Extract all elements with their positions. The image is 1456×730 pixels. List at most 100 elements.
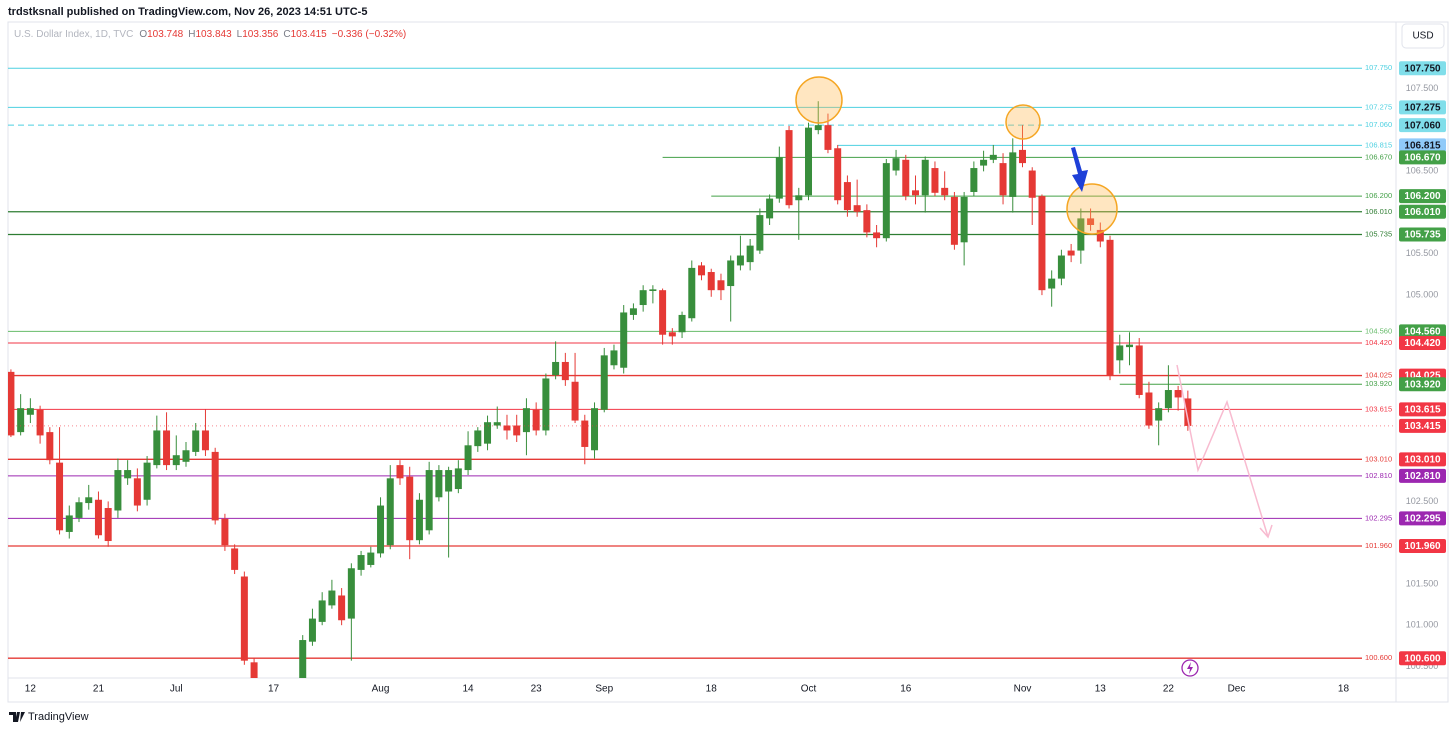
candle-body — [1096, 229, 1104, 242]
level-price-box — [1399, 402, 1446, 417]
level-small-label: 101.960 — [1365, 541, 1392, 550]
candle-body — [620, 312, 628, 368]
candle-body — [1067, 250, 1075, 256]
candle-body — [425, 470, 433, 531]
y-tick-label: 101.000 — [1406, 620, 1439, 630]
event-icon-bolt — [1187, 662, 1193, 674]
candle-body — [610, 350, 618, 366]
candle-body — [85, 497, 93, 504]
candle-body — [435, 470, 443, 498]
candle-body — [1028, 170, 1036, 198]
candle-body — [328, 590, 336, 606]
close-label: C — [283, 29, 290, 40]
level-price-label: 102.810 — [1404, 471, 1441, 482]
candle-body — [1057, 255, 1065, 279]
candle-body — [649, 289, 657, 292]
candle-body — [406, 476, 414, 541]
candle-body — [727, 260, 735, 287]
level-small-label: 104.025 — [1365, 371, 1392, 380]
x-tick-label: Nov — [1014, 684, 1032, 695]
level-price-label: 106.670 — [1404, 152, 1441, 163]
symbol: U.S. Dollar Index, 1D, TVC — [14, 29, 133, 40]
candle-body — [153, 430, 161, 466]
level-price-label: 105.735 — [1404, 230, 1441, 241]
chart-frame — [7, 21, 1449, 703]
candle-body — [824, 125, 832, 150]
candle-body — [805, 127, 813, 196]
x-tick-label: 12 — [25, 684, 37, 695]
candle-body — [445, 470, 453, 492]
candle-body — [182, 450, 190, 462]
candle-body — [396, 465, 404, 479]
candle-body — [1087, 218, 1095, 225]
currency-button[interactable] — [1401, 23, 1445, 49]
level-small-label: 105.735 — [1365, 229, 1392, 238]
candle-body — [133, 478, 141, 506]
level-price-box — [1399, 150, 1446, 165]
candle-body — [688, 267, 696, 319]
level-small-label: 106.200 — [1365, 191, 1392, 200]
level-price-box — [1399, 468, 1446, 483]
candle-body — [172, 455, 180, 466]
candle-body — [980, 159, 988, 166]
x-tick-label: Sep — [595, 684, 613, 695]
candle-body — [775, 157, 783, 199]
candle-body — [843, 182, 851, 211]
brand-name: TradingView — [28, 711, 89, 723]
level-price-box — [1399, 335, 1446, 350]
candle-body — [318, 600, 326, 622]
level-small-label: 100.600 — [1365, 653, 1392, 662]
x-tick-label: Oct — [801, 684, 817, 695]
candle-body — [960, 196, 968, 243]
candle-body — [581, 420, 589, 447]
y-tick-label: 101.500 — [1406, 578, 1439, 588]
x-tick-label: 13 — [1095, 684, 1107, 695]
candle-body — [736, 255, 744, 266]
candle-body — [1116, 345, 1124, 361]
level-price-box — [1399, 452, 1446, 467]
candle-body — [522, 408, 530, 433]
change: −0.336 (−0.32%) — [332, 29, 407, 40]
candle-body — [882, 163, 890, 239]
x-tick-label: 17 — [268, 684, 280, 695]
candle-body — [114, 470, 122, 511]
candle-body — [17, 408, 25, 433]
highlight-circle — [1005, 104, 1041, 140]
level-small-label: 107.060 — [1365, 120, 1392, 129]
candle-body — [795, 195, 803, 201]
level-price-box — [1399, 61, 1446, 76]
level-small-label: 107.275 — [1365, 102, 1392, 111]
level-small-label: 103.920 — [1365, 379, 1392, 388]
currency-label[interactable]: USD — [1412, 31, 1433, 42]
axes: 100.500 101.000 101.500 102.500 105.000 105.5… — [25, 61, 1446, 695]
candle-body — [143, 462, 151, 500]
y-tick-label: 102.500 — [1406, 496, 1439, 506]
candle-body — [785, 130, 793, 206]
candle-body — [503, 425, 511, 431]
candle-body — [1174, 390, 1182, 398]
candle-body — [26, 408, 34, 415]
candle-body — [746, 245, 754, 263]
candle-body — [513, 425, 521, 436]
level-price-label: 104.025 — [1404, 371, 1441, 382]
high-value: 103.843 — [195, 29, 232, 40]
level-price-box — [1399, 118, 1446, 133]
candle-body — [931, 168, 939, 193]
level-small-label: 106.815 — [1365, 140, 1392, 149]
x-tick-label: Jul — [170, 684, 183, 695]
level-price-label: 107.060 — [1404, 120, 1441, 131]
candle-body — [892, 158, 900, 171]
candle-body — [921, 159, 929, 196]
candle-body — [1164, 390, 1172, 409]
y-tick-label: 105.500 — [1406, 248, 1439, 258]
candle-body — [415, 499, 423, 541]
candle-body — [192, 430, 200, 452]
candle-body — [299, 640, 307, 678]
candle-body — [163, 430, 171, 466]
level-price-label: 107.750 — [1404, 63, 1441, 74]
y-tick-label: 107.500 — [1406, 83, 1439, 93]
level-price-label: 104.420 — [1404, 338, 1441, 349]
candle-body — [1106, 239, 1114, 376]
